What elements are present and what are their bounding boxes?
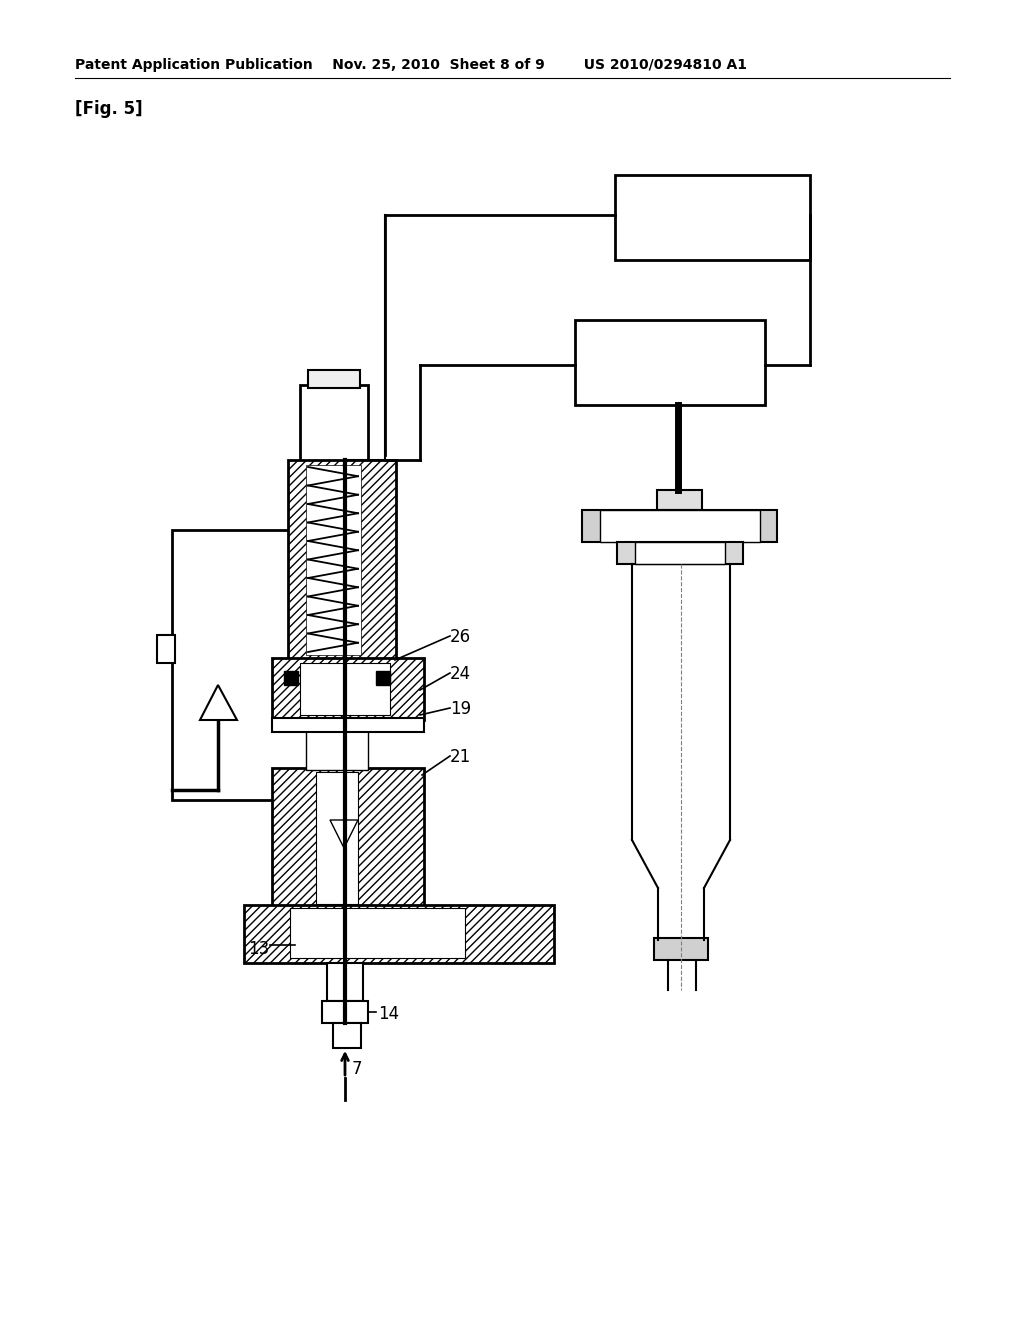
Bar	[376, 671, 390, 685]
Bar	[272, 718, 424, 733]
Bar	[575, 319, 765, 405]
Bar	[316, 772, 358, 904]
Bar	[657, 490, 702, 510]
Bar	[284, 671, 298, 685]
Polygon shape	[200, 685, 237, 719]
Text: Patent Application Publication    Nov. 25, 2010  Sheet 8 of 9        US 2010/029: Patent Application Publication Nov. 25, …	[75, 58, 746, 73]
Bar	[306, 465, 361, 655]
Bar	[300, 663, 390, 715]
Text: 13: 13	[248, 940, 269, 958]
Bar	[290, 908, 465, 958]
Bar	[333, 1023, 361, 1048]
Bar	[322, 1001, 368, 1023]
Bar	[654, 939, 708, 960]
Bar	[615, 176, 810, 260]
Bar	[300, 385, 368, 463]
Bar	[306, 730, 368, 770]
Bar	[582, 510, 777, 543]
Bar	[635, 543, 725, 564]
Text: 19: 19	[450, 700, 471, 718]
Bar	[327, 964, 362, 1001]
Bar	[308, 370, 360, 388]
Bar	[617, 543, 743, 564]
Bar	[600, 510, 760, 543]
Text: 7: 7	[352, 1060, 362, 1078]
Bar	[157, 635, 175, 663]
Bar	[244, 906, 554, 964]
Text: 24: 24	[450, 665, 471, 682]
Bar	[272, 657, 424, 719]
Text: [Fig. 5]: [Fig. 5]	[75, 100, 142, 117]
Text: 26: 26	[450, 628, 471, 645]
Bar	[288, 459, 396, 660]
Text: 21: 21	[450, 748, 471, 766]
Bar	[272, 768, 424, 908]
Polygon shape	[330, 820, 358, 847]
Bar	[172, 531, 317, 800]
Text: 14: 14	[378, 1005, 399, 1023]
